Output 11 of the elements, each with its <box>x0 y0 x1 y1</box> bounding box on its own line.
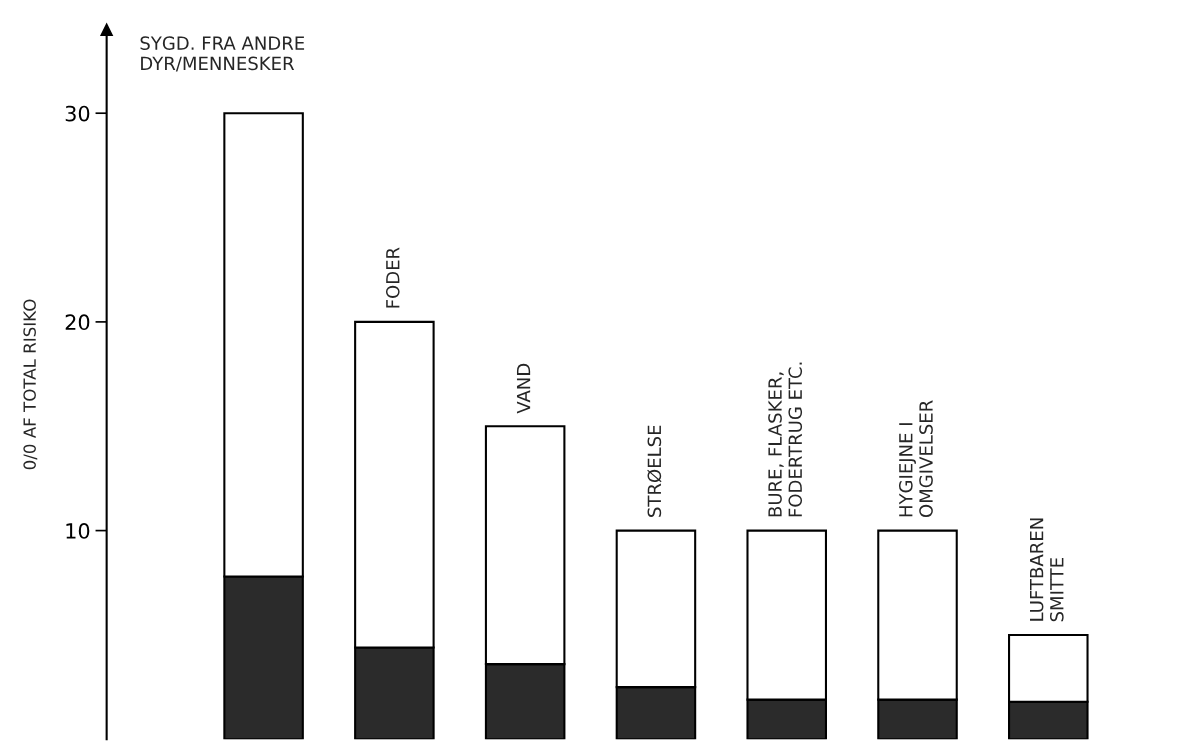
x-tick-label: HYGIEJNE I OMGIVELSER <box>898 400 933 518</box>
x-tick-label: VAND <box>516 363 531 414</box>
y-axis-title: 0/0 AF TOTAL RISIKO <box>23 299 38 470</box>
x-tick-label: LUFTBAREN SMITTE <box>1030 518 1064 622</box>
x-tick-label: SYGD. FRA ANDRE DYR/MENNESKER <box>140 36 305 72</box>
x-tick-label: STRØELSE <box>647 425 662 517</box>
y-tick-label: 10 <box>66 523 90 539</box>
y-tick-label: 20 <box>65 314 90 331</box>
x-tick-label: FODER <box>385 247 400 308</box>
y-tick-label: 30 <box>65 105 90 122</box>
x-tick-label: BURE, FLASKER, FODERTRUG ETC. <box>768 362 803 517</box>
